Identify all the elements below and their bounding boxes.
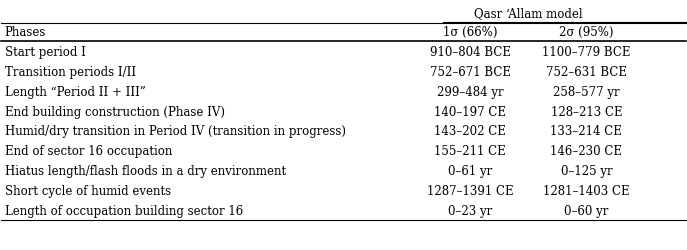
Text: 0–23 yr: 0–23 yr bbox=[448, 204, 492, 218]
Text: 752–671 BCE: 752–671 BCE bbox=[429, 66, 510, 79]
Text: End of sector 16 occupation: End of sector 16 occupation bbox=[5, 145, 172, 158]
Text: 2σ (95%): 2σ (95%) bbox=[559, 26, 613, 38]
Text: 752–631 BCE: 752–631 BCE bbox=[546, 66, 627, 79]
Text: 0–61 yr: 0–61 yr bbox=[448, 165, 492, 178]
Text: 128–213 CE: 128–213 CE bbox=[550, 106, 622, 119]
Text: 155–211 CE: 155–211 CE bbox=[434, 145, 506, 158]
Text: 1287–1391 CE: 1287–1391 CE bbox=[427, 185, 513, 198]
Text: End building construction (Phase IV): End building construction (Phase IV) bbox=[5, 106, 225, 119]
Text: Humid/dry transition in Period IV (transition in progress): Humid/dry transition in Period IV (trans… bbox=[5, 126, 346, 138]
Text: 0–60 yr: 0–60 yr bbox=[564, 204, 609, 218]
Text: 143–202 CE: 143–202 CE bbox=[434, 126, 506, 138]
Text: Transition periods I/II: Transition periods I/II bbox=[5, 66, 136, 79]
Text: 140–197 CE: 140–197 CE bbox=[434, 106, 506, 119]
Text: 299–484 yr: 299–484 yr bbox=[437, 86, 504, 99]
Text: Hiatus length/flash floods in a dry environment: Hiatus length/flash floods in a dry envi… bbox=[5, 165, 286, 178]
Text: Phases: Phases bbox=[5, 26, 46, 38]
Text: 146–230 CE: 146–230 CE bbox=[550, 145, 622, 158]
Text: 1σ (66%): 1σ (66%) bbox=[443, 26, 497, 38]
Text: 0–125 yr: 0–125 yr bbox=[561, 165, 612, 178]
Text: Length of occupation building sector 16: Length of occupation building sector 16 bbox=[5, 204, 243, 218]
Text: 1281–1403 CE: 1281–1403 CE bbox=[543, 185, 630, 198]
Text: Start period I: Start period I bbox=[5, 46, 86, 59]
Text: 1100–779 BCE: 1100–779 BCE bbox=[542, 46, 631, 59]
Text: 910–804 BCE: 910–804 BCE bbox=[429, 46, 510, 59]
Text: Qasr ‘Allam model: Qasr ‘Allam model bbox=[474, 7, 583, 20]
Text: 133–214 CE: 133–214 CE bbox=[550, 126, 622, 138]
Text: 258–577 yr: 258–577 yr bbox=[553, 86, 620, 99]
Text: Short cycle of humid events: Short cycle of humid events bbox=[5, 185, 171, 198]
Text: Length “Period II + III”: Length “Period II + III” bbox=[5, 86, 146, 99]
